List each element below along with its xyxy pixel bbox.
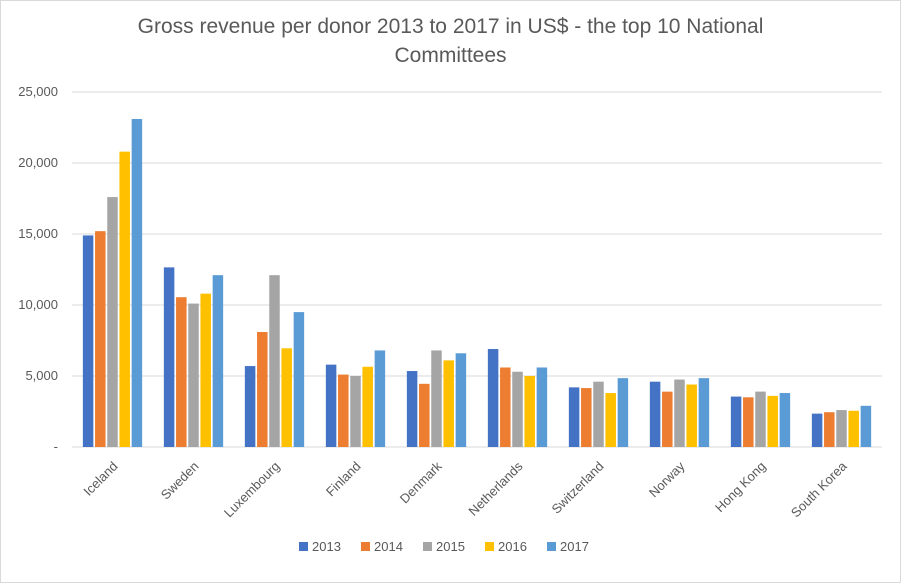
category-label: Switzerland — [548, 459, 606, 517]
legend-swatch — [423, 542, 432, 551]
category-label: Denmark — [397, 458, 445, 506]
bar-2014 — [662, 391, 673, 447]
legend-label: 2017 — [560, 539, 589, 554]
bar-2015 — [755, 391, 766, 447]
bar-2017 — [455, 353, 467, 447]
legend-swatch — [547, 542, 556, 551]
bar-2015 — [350, 376, 361, 447]
bar-2016 — [362, 366, 373, 447]
bar-2014 — [581, 388, 592, 447]
bar-2013 — [244, 366, 256, 447]
bar-2017 — [293, 312, 305, 447]
bar-2016 — [281, 348, 292, 447]
chart-title: Gross revenue per donor 2013 to 2017 in … — [0, 12, 901, 70]
bar-2015 — [674, 379, 685, 447]
bar-2013 — [325, 364, 337, 447]
bar-2017 — [698, 378, 710, 447]
y-tick-label: 10,000 — [18, 297, 58, 312]
category-label: Hong Kong — [712, 459, 769, 516]
bar-2015 — [107, 197, 118, 447]
bar-2017 — [374, 350, 386, 447]
bar-2013 — [406, 371, 418, 447]
bar-2014 — [95, 231, 106, 447]
bar-2013 — [487, 349, 499, 447]
bar-2015 — [512, 371, 523, 447]
category-label: Netherlands — [465, 458, 526, 519]
bar-2015 — [836, 410, 847, 447]
legend-label: 2016 — [498, 539, 527, 554]
bar-2014 — [824, 412, 835, 447]
bar-2014 — [257, 331, 268, 447]
category-label: South Korea — [788, 458, 850, 520]
legend: 2013 2014 2015 2016 2017 — [299, 539, 589, 554]
bar-2016 — [605, 393, 616, 447]
chart-title-line-2: Committees — [394, 44, 507, 67]
bar-2015 — [431, 350, 442, 447]
legend-label: 2015 — [436, 539, 465, 554]
bar-2016 — [686, 384, 697, 447]
y-tick-label: 20,000 — [18, 155, 58, 170]
bar-2016 — [767, 395, 778, 447]
bar-2017 — [131, 118, 143, 447]
bar-2014 — [743, 397, 754, 447]
y-tick-label: - — [54, 439, 58, 454]
y-tick-label: 5,000 — [25, 368, 58, 383]
bar-2017 — [212, 275, 224, 447]
bar-2014 — [338, 374, 349, 447]
category-label: Iceland — [80, 459, 120, 499]
bar-2016 — [524, 376, 535, 447]
bar-2013 — [82, 235, 94, 447]
bar-2013 — [649, 381, 661, 447]
bar-2017 — [617, 378, 629, 447]
bar-2015 — [269, 275, 280, 447]
legend-label: 2013 — [312, 539, 341, 554]
bar-2013 — [730, 396, 742, 447]
bar-2014 — [176, 297, 187, 447]
y-axis-tick-labels: - 5,000 10,000 15,000 20,000 25,000 — [18, 84, 58, 454]
bar-2017 — [860, 405, 872, 447]
y-tick-label: 15,000 — [18, 226, 58, 241]
bar-2017 — [779, 393, 791, 447]
bar-2015 — [593, 381, 604, 447]
bar-2016 — [119, 151, 130, 447]
bar-2013 — [568, 387, 580, 447]
chart-title-line-1: Gross revenue per donor 2013 to 2017 in … — [137, 15, 764, 38]
bar-2013 — [163, 267, 175, 447]
legend-swatch — [361, 542, 370, 551]
x-axis-category-labels: Iceland Sweden Luxembourg Finland Denmark Net… — [80, 458, 850, 520]
category-label: Norway — [646, 458, 688, 500]
legend-swatch — [299, 542, 308, 551]
category-label: Sweden — [158, 459, 202, 503]
category-label: Finland — [323, 459, 364, 500]
legend-label: 2014 — [374, 539, 403, 554]
bar-2013 — [811, 413, 823, 447]
category-label: Luxembourg — [221, 459, 283, 521]
bar-2014 — [500, 367, 511, 447]
bar-2016 — [200, 293, 211, 447]
bar-2016 — [443, 360, 454, 447]
bar-2015 — [188, 303, 199, 447]
bar-2016 — [848, 410, 859, 447]
bar-2014 — [419, 383, 430, 447]
bars — [82, 118, 872, 447]
legend-swatch — [485, 542, 494, 551]
y-tick-label: 25,000 — [18, 84, 58, 99]
bar-2017 — [536, 367, 548, 447]
